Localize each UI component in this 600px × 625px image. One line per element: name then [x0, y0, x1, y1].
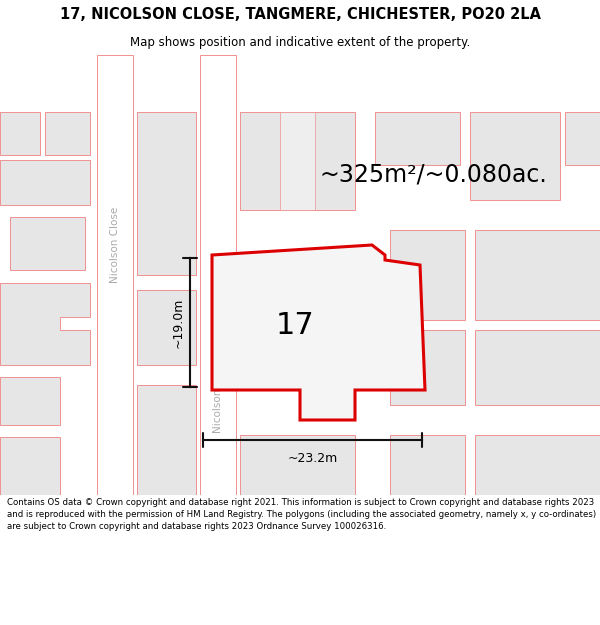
Polygon shape — [45, 112, 90, 155]
Polygon shape — [390, 435, 465, 495]
Polygon shape — [470, 112, 560, 200]
Polygon shape — [0, 377, 60, 425]
Polygon shape — [475, 330, 600, 405]
Polygon shape — [0, 283, 90, 365]
Polygon shape — [200, 55, 236, 495]
Polygon shape — [390, 230, 465, 320]
Text: 17, NICOLSON CLOSE, TANGMERE, CHICHESTER, PO20 2LA: 17, NICOLSON CLOSE, TANGMERE, CHICHESTER… — [59, 8, 541, 22]
Polygon shape — [212, 245, 425, 420]
Polygon shape — [475, 230, 600, 320]
Polygon shape — [390, 330, 465, 405]
Polygon shape — [97, 55, 133, 495]
Text: ~23.2m: ~23.2m — [287, 452, 338, 465]
Polygon shape — [0, 112, 40, 155]
Text: Nicolson Close: Nicolson Close — [213, 357, 223, 433]
Polygon shape — [137, 385, 196, 495]
Polygon shape — [475, 435, 600, 495]
Polygon shape — [137, 112, 196, 275]
Polygon shape — [240, 435, 355, 495]
Text: Nicolson Close: Nicolson Close — [110, 207, 120, 283]
Polygon shape — [0, 437, 60, 495]
Polygon shape — [137, 290, 196, 365]
Polygon shape — [240, 112, 355, 210]
Text: Contains OS data © Crown copyright and database right 2021. This information is : Contains OS data © Crown copyright and d… — [7, 498, 596, 531]
Polygon shape — [10, 217, 85, 270]
Text: ~325m²/~0.080ac.: ~325m²/~0.080ac. — [320, 163, 548, 187]
Polygon shape — [280, 112, 315, 210]
Polygon shape — [565, 112, 600, 165]
Polygon shape — [0, 160, 90, 205]
Text: Map shows position and indicative extent of the property.: Map shows position and indicative extent… — [130, 36, 470, 49]
Text: 17: 17 — [275, 311, 314, 339]
Text: ~19.0m: ~19.0m — [172, 298, 185, 348]
Polygon shape — [375, 112, 460, 165]
